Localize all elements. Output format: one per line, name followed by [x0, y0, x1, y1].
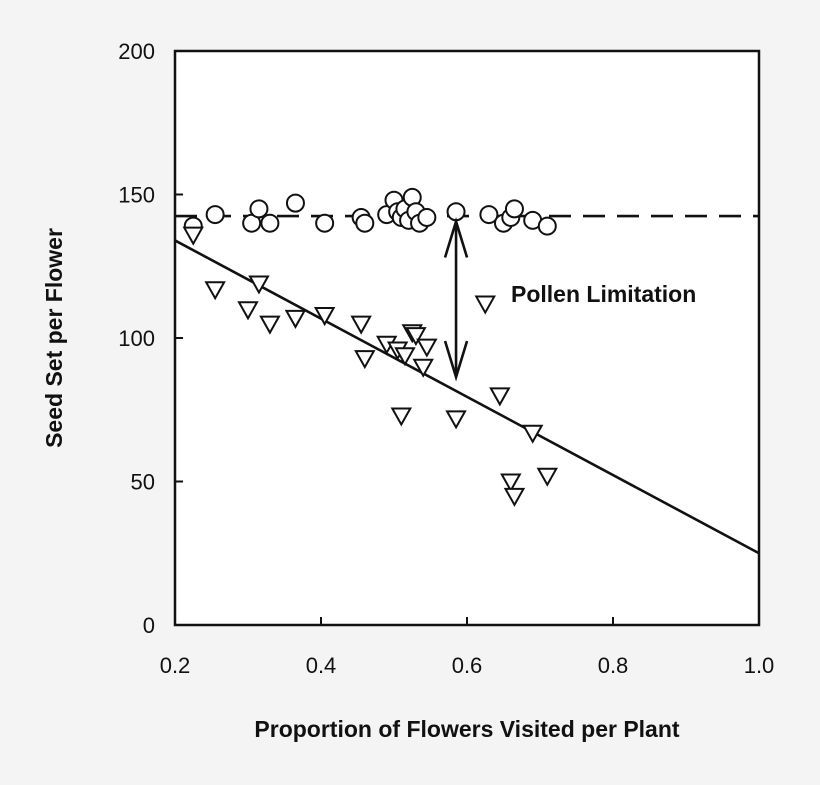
triangle-marker: [521, 424, 544, 444]
y-tick-label: 50: [131, 470, 155, 495]
triangle-marker: [394, 347, 416, 367]
circle-marker: [479, 205, 499, 225]
triangle-marker: [313, 307, 336, 327]
circle-marker: [205, 205, 225, 225]
annotation-pollen-limitation: Pollen Limitation: [511, 281, 696, 307]
triangle-marker: [412, 358, 434, 378]
circle-marker: [315, 213, 335, 233]
triangle-marker: [237, 301, 259, 321]
fit-line-triangles: [174, 239, 760, 555]
arrow-head-up: [443, 217, 469, 258]
y-tick-label: 200: [118, 39, 155, 64]
x-tick-label: 0.2: [160, 653, 191, 678]
circle-marker: [260, 213, 280, 233]
triangle-marker: [416, 338, 438, 358]
x-axis-label: Proportion of Flowers Visited per Plant: [254, 716, 679, 742]
y-axis-label: Seed Set per Flower: [41, 228, 67, 448]
y-tick-label: 0: [143, 613, 155, 638]
y-tick-label: 100: [118, 326, 155, 351]
triangle-marker: [182, 226, 204, 246]
triangle-marker: [354, 350, 376, 370]
triangle-marker: [503, 487, 526, 507]
triangle-marker: [500, 473, 522, 493]
triangle-marker: [284, 309, 307, 329]
triangle-marker: [474, 295, 496, 315]
x-tick-label: 1.0: [744, 653, 775, 678]
x-tick-label: 0.8: [598, 653, 629, 678]
x-tick-label: 0.4: [306, 653, 337, 678]
triangle-marker: [248, 275, 270, 295]
triangle-marker: [445, 410, 467, 430]
circle-marker: [355, 213, 375, 233]
triangle-marker: [350, 315, 372, 335]
y-tick-label: 150: [118, 183, 155, 208]
circle-marker: [285, 193, 305, 213]
circle-marker: [504, 199, 524, 219]
x-tick-label: 0.6: [452, 653, 483, 678]
triangle-marker: [390, 407, 413, 427]
arrow-head-down: [443, 340, 469, 382]
circle-marker: [537, 216, 557, 236]
triangle-marker: [259, 315, 281, 335]
triangle-marker: [536, 467, 559, 487]
triangle-marker: [204, 281, 226, 301]
circle-marker: [249, 199, 269, 219]
triangle-marker: [405, 327, 427, 347]
plot-area: [175, 51, 759, 625]
circle-marker: [417, 207, 437, 227]
triangle-marker: [489, 387, 511, 407]
